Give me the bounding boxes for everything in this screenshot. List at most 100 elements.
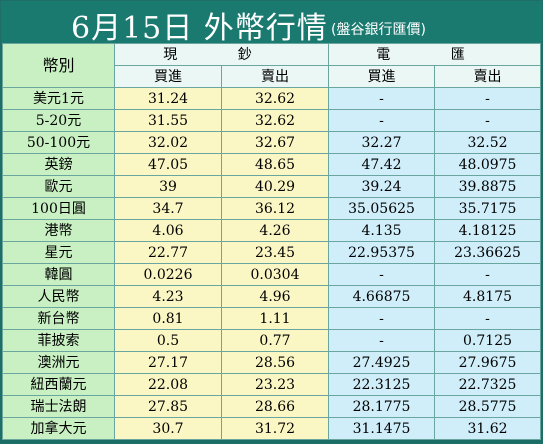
cash-buy-cell: 22.77 — [114, 241, 222, 264]
wire-sell-cell: 0.7125 — [434, 329, 542, 352]
wire-buy-header: 買進 — [328, 65, 436, 88]
table-row: 澳洲元 27.17 28.56 27.4925 27.9675 — [2, 351, 542, 374]
currency-name-cell: 澳洲元 — [2, 351, 115, 374]
wire-sell-cell: 39.8875 — [434, 175, 542, 198]
cash-buy-cell: 30.7 — [114, 417, 222, 440]
wire-sell-cell: 28.5775 — [434, 395, 542, 418]
wire-sell-cell: 4.18125 — [434, 219, 542, 242]
currency-name-cell: 5-20元 — [2, 109, 115, 132]
wire-buy-cell: 32.27 — [328, 131, 436, 154]
wire-sell-cell: 4.8175 — [434, 285, 542, 308]
cash-sell-cell: 31.72 — [220, 417, 330, 440]
cash-sell-cell: 0.0304 — [220, 263, 330, 286]
table-row: 菲披索 0.5 0.77-0.7125 — [2, 329, 542, 352]
wire-sell-cell: - — [434, 263, 542, 286]
currency-name-cell: 新台幣 — [2, 307, 115, 330]
cash-sell-cell: 32.62 — [220, 87, 330, 110]
currency-name-cell: 韓圓 — [2, 263, 115, 286]
rate-table: 幣別 現 鈔 電 匯 買進 賣出 買進 賣出 美元1元 31.24 32.62- -5… — [2, 43, 542, 440]
header-row-sub: 買進 賣出 買進 賣出 — [3, 65, 542, 88]
currency-name-cell: 人民幣 — [2, 285, 115, 308]
wire-sell-cell: - — [434, 109, 542, 132]
currency-name-cell: 英鎊 — [2, 153, 115, 176]
wire-sell-cell: 35.7175 — [434, 197, 542, 220]
wire-buy-cell: - — [328, 329, 436, 352]
wire-header: 電 匯 — [328, 43, 542, 66]
cash-sell-cell: 28.66 — [220, 395, 330, 418]
cash-sell-cell: 32.67 — [220, 131, 330, 154]
currency-name-cell: 50-100元 — [2, 131, 115, 154]
cash-buy-cell: 39 — [114, 175, 222, 198]
table-row: 瑞士法朗 27.85 28.66 28.1775 28.5775 — [2, 395, 542, 418]
wire-buy-cell: - — [328, 109, 436, 132]
cash-buy-cell: 0.0226 — [114, 263, 222, 286]
table-row: 英鎊 47.05 48.65 47.42 48.0975 — [2, 153, 542, 176]
table-row: 新台幣 0.81 1.11- - — [2, 307, 542, 330]
wire-buy-cell: 4.135 — [328, 219, 436, 242]
cash-buy-cell: 4.23 — [114, 285, 222, 308]
wire-buy-cell: - — [328, 263, 436, 286]
currency-header: 幣別 — [2, 43, 115, 88]
wire-buy-cell: 35.05625 — [328, 197, 436, 220]
cash-sell-cell: 32.62 — [220, 109, 330, 132]
wire-buy-cell: - — [328, 307, 436, 330]
currency-name-cell: 菲披索 — [2, 329, 115, 352]
currency-name-cell: 瑞士法朗 — [2, 395, 115, 418]
cash-buy-cell: 22.08 — [114, 373, 222, 396]
cash-sell-header: 賣出 — [220, 65, 330, 88]
wire-buy-cell: 4.66875 — [328, 285, 436, 308]
wire-buy-cell: 31.1475 — [328, 417, 436, 440]
wire-buy-cell: 22.95375 — [328, 241, 436, 264]
cash-sell-cell: 4.26 — [220, 219, 330, 242]
title-bar: 6月15日 外幣行情 (盤谷銀行匯價) — [1, 1, 542, 46]
wire-buy-cell: 47.42 — [328, 153, 436, 176]
cash-buy-cell: 32.02 — [114, 131, 222, 154]
cash-buy-header: 買進 — [114, 65, 222, 88]
cash-buy-cell: 31.55 — [114, 109, 222, 132]
wire-sell-cell: - — [434, 307, 542, 330]
cash-buy-cell: 47.05 — [114, 153, 222, 176]
currency-name-cell: 星元 — [2, 241, 115, 264]
wire-sell-cell: - — [434, 87, 542, 110]
currency-name-cell: 加拿大元 — [2, 417, 115, 440]
cash-buy-cell: 0.5 — [114, 329, 222, 352]
cash-header: 現 鈔 — [113, 43, 330, 66]
table-row: 加拿大元 30.7 31.72 31.1475 31.62 — [2, 417, 542, 440]
wire-sell-cell: 22.7325 — [434, 373, 542, 396]
wire-buy-cell: 27.4925 — [328, 351, 436, 374]
cash-sell-cell: 1.11 — [220, 307, 330, 330]
table-row: 紐西蘭元 22.08 23.23 22.3125 22.7325 — [2, 373, 542, 396]
wire-buy-cell: 28.1775 — [328, 395, 436, 418]
cash-sell-cell: 23.45 — [220, 241, 330, 264]
currency-name-cell: 紐西蘭元 — [2, 373, 115, 396]
cash-sell-cell: 4.96 — [220, 285, 330, 308]
currency-name-cell: 100日圓 — [2, 197, 115, 220]
page-subtitle: (盤谷銀行匯價) — [331, 22, 426, 38]
cash-buy-cell: 27.85 — [114, 395, 222, 418]
page-title: 6月15日 外幣行情 — [71, 11, 328, 46]
table-row: 星元 22.77 23.45 22.95375 23.36625 — [2, 241, 542, 264]
table-row: 韓圓 0.0226 0.0304- - — [2, 263, 542, 286]
table-row: 歐元 39 40.29 39.24 39.8875 — [2, 175, 542, 198]
cash-buy-cell: 4.06 — [114, 219, 222, 242]
table-row: 100日圓 34.7 36.12 35.05625 35.7175 — [2, 197, 542, 220]
table-row: 50-100元 32.02 32.67 32.27 32.52 — [2, 131, 542, 154]
cash-sell-cell: 0.77 — [220, 329, 330, 352]
cash-buy-cell: 34.7 — [114, 197, 222, 220]
header-row-group: 幣別 現 鈔 電 匯 — [2, 43, 542, 88]
wire-sell-cell: 23.36625 — [434, 241, 542, 264]
table-row: 5-20元 31.55 32.62- - — [2, 109, 542, 132]
cash-buy-cell: 31.24 — [114, 87, 222, 110]
wire-sell-cell: 32.52 — [434, 131, 542, 154]
currency-name-cell: 歐元 — [2, 175, 115, 198]
currency-name-cell: 美元1元 — [2, 87, 115, 110]
cash-sell-cell: 28.56 — [220, 351, 330, 374]
wire-buy-cell: 39.24 — [328, 175, 436, 198]
cash-sell-cell: 23.23 — [220, 373, 330, 396]
rate-table-body: 美元1元 31.24 32.62- -5-20元 31.55 32.62- -50-100元… — [2, 87, 542, 440]
currency-name-cell: 港幣 — [2, 219, 115, 242]
wire-sell-cell: 27.9675 — [434, 351, 542, 374]
wire-buy-cell: 22.3125 — [328, 373, 436, 396]
cash-buy-cell: 27.17 — [114, 351, 222, 374]
cash-sell-cell: 36.12 — [220, 197, 330, 220]
